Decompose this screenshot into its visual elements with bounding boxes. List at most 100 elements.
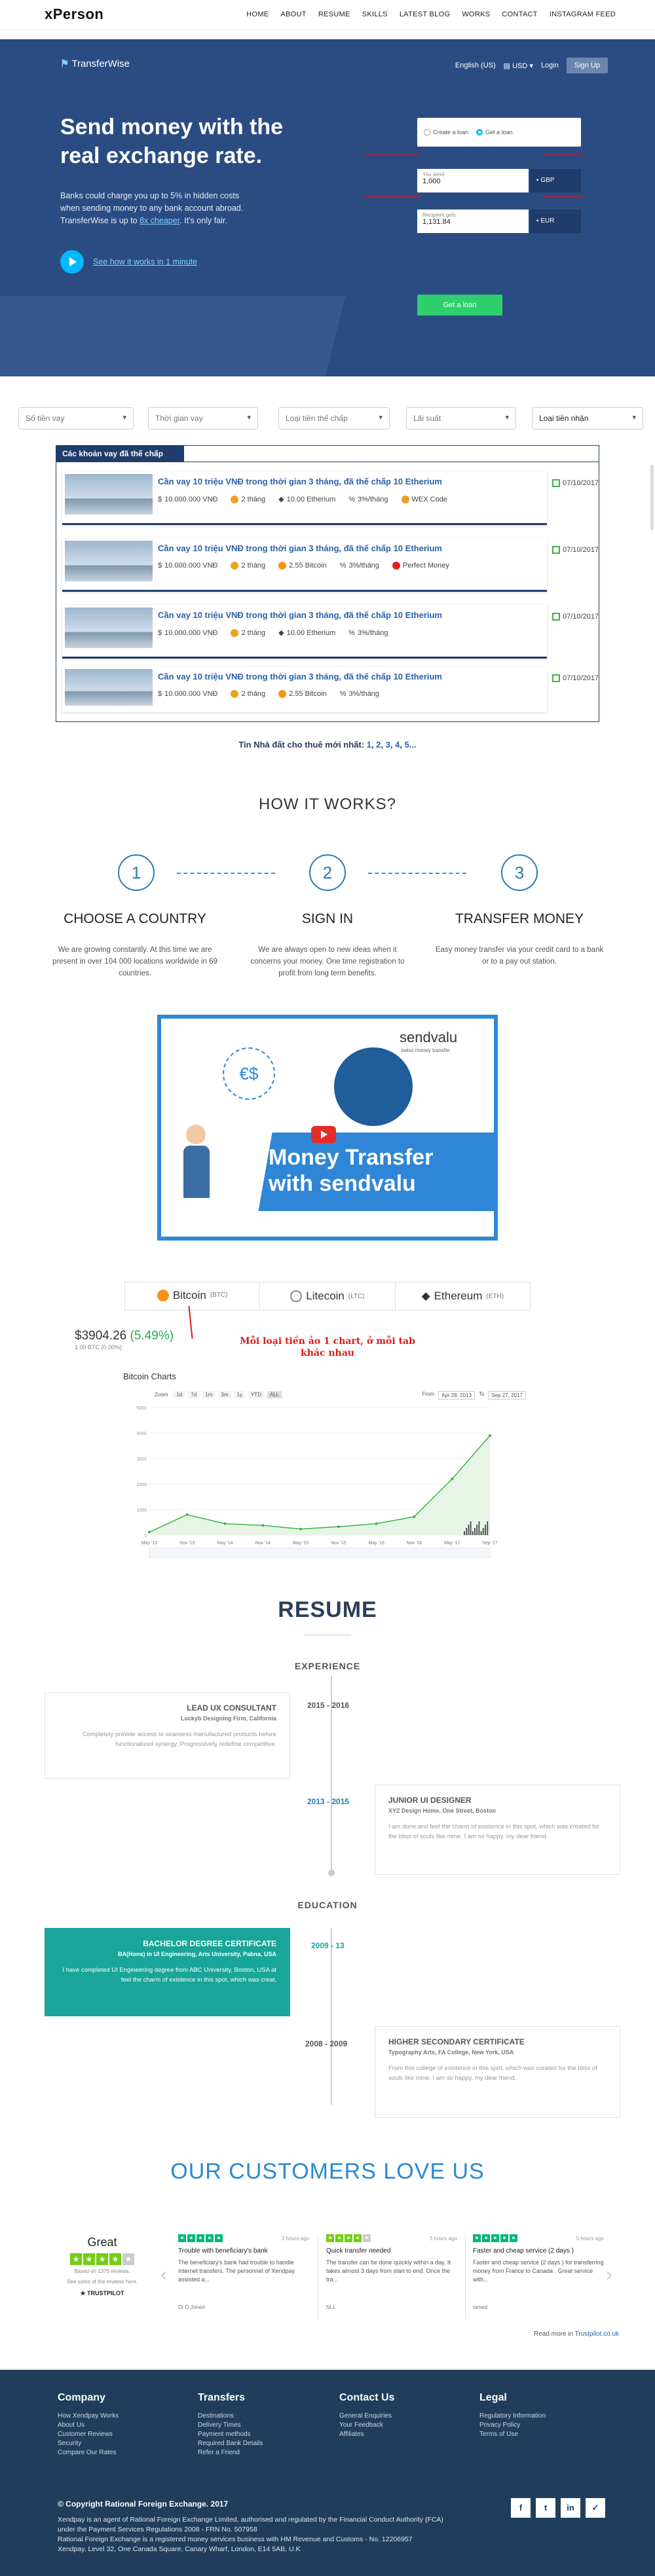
footer-link[interactable]: Payment methods: [198, 2431, 251, 2438]
loan-title[interactable]: Cần vay 10 triệu VNĐ trong thời gian 3 t…: [158, 543, 442, 553]
twitter-icon[interactable]: t: [536, 2498, 555, 2518]
review-card[interactable]: ★ ★ ★ ★ ★ 3 hours ago Trouble with beneficiar…: [178, 2234, 309, 2310]
star-icon: ★: [83, 2253, 95, 2265]
footer-link[interactable]: Your Feedback: [339, 2422, 383, 2429]
loan-title[interactable]: Cần vay 10 triệu VNĐ trong thời gian 3 t…: [158, 477, 442, 486]
menu-item-about[interactable]: ABOUT: [280, 10, 307, 18]
bitcoin-icon: [278, 562, 287, 570]
footer-link[interactable]: Refer a Friend: [198, 2449, 240, 2456]
facebook-icon[interactable]: f: [511, 2498, 531, 2518]
cheaper-link[interactable]: 8x cheaper: [140, 216, 180, 225]
footer-link[interactable]: How Xendpay Works: [58, 2412, 119, 2420]
page-scrollbar[interactable]: [650, 465, 654, 530]
zoom-ytd[interactable]: YTD: [248, 1391, 264, 1398]
to-date-input[interactable]: Sep 27, 2017: [488, 1391, 526, 1400]
how-it-works-video-link[interactable]: See how it works in 1 minute: [93, 257, 198, 266]
footer-link[interactable]: Required Bank Details: [198, 2440, 263, 2447]
review-card[interactable]: ★ ★ ★ ★ ★ 5 hours ago Faster and cheap servic…: [473, 2234, 604, 2310]
zoom-3m[interactable]: 3m: [218, 1391, 231, 1398]
footer-link[interactable]: Regulatory Information: [479, 2412, 546, 2420]
trustpilot-icon[interactable]: ✓: [586, 2498, 605, 2518]
page-link-4[interactable]: 4: [395, 740, 400, 750]
play-video-button[interactable]: [60, 250, 84, 274]
footer-link[interactable]: Compare Our Rates: [58, 2449, 117, 2456]
receive-currency-select[interactable]: ▪ EUR: [530, 209, 581, 233]
zoom-1y[interactable]: 1y: [234, 1391, 245, 1398]
footer-link[interactable]: General Enquiries: [339, 2412, 392, 2420]
zoom-all[interactable]: ALL: [267, 1391, 282, 1398]
currency-selector[interactable]: ▤ USD ▾: [503, 62, 533, 70]
language-selector[interactable]: English (US): [455, 62, 496, 69]
carousel-next-icon[interactable]: ›: [606, 2264, 612, 2285]
menu-item-skills[interactable]: SKILLS: [362, 10, 388, 18]
page-link-2[interactable]: 2: [376, 740, 381, 750]
get-loan-button[interactable]: Get a loan: [417, 295, 502, 316]
youtube-logo[interactable]: YouTube: [458, 1223, 482, 1229]
site-logo[interactable]: xPerson: [45, 6, 104, 22]
loan-date: 07/10/2017: [552, 613, 599, 621]
promo-video[interactable]: €$ sendvalu swiss money transfer Money T…: [157, 1015, 498, 1241]
zoom-1m[interactable]: 1m: [202, 1391, 215, 1398]
data-point: [261, 1524, 265, 1527]
menu-item-home[interactable]: HOME: [246, 10, 269, 18]
tab-ethereum[interactable]: ◆ Ethereum (ETH): [421, 1290, 504, 1302]
filter-loan-term[interactable]: Thời gian vay: [148, 407, 258, 429]
volume-bar: [474, 1528, 476, 1535]
calendar-icon: [552, 479, 560, 487]
menu-item-works[interactable]: WORKS: [462, 10, 491, 18]
data-point: [299, 1527, 303, 1531]
footer-link[interactable]: Destinations: [198, 2412, 234, 2420]
linkedin-icon[interactable]: in: [561, 2498, 580, 2518]
signup-button[interactable]: Sign Up: [566, 58, 608, 73]
footer-link[interactable]: About Us: [58, 2422, 85, 2429]
loan-title[interactable]: Cần vay 10 triệu VNĐ trong thời gian 3 t…: [158, 610, 442, 620]
loan-card[interactable]: Cần vay 10 triệu VNĐ trong thời gian 3 t…: [62, 538, 599, 592]
trustpilot-logo[interactable]: ★ TRUSTPILOT: [80, 2290, 124, 2296]
from-date-input[interactable]: Apr 28, 2013: [438, 1391, 475, 1400]
footer-link[interactable]: Affiliates: [339, 2431, 364, 2438]
menu-item-resume[interactable]: RESUME: [318, 10, 350, 18]
loan-card[interactable]: Cần vay 10 triệu VNĐ trong thời gian 3 t…: [62, 605, 599, 659]
volume-bar: [476, 1525, 478, 1535]
page-link-5[interactable]: 5...: [404, 740, 417, 750]
send-currency-select[interactable]: ▪ GBP: [530, 169, 581, 192]
tab-collateralized-loans[interactable]: Các khoản vay đã thế chấp: [56, 445, 184, 462]
send-amount-field[interactable]: You send 1,000: [417, 169, 529, 192]
zoom-7d[interactable]: 7d: [188, 1391, 200, 1398]
menu-item-contact[interactable]: CONTACT: [502, 10, 538, 18]
option-get-loan[interactable]: Get a loan: [476, 129, 513, 136]
receive-amount-field[interactable]: Recipient gets 1,131.84: [417, 209, 529, 233]
option-create-loan[interactable]: Create a loan: [424, 129, 468, 136]
review-card[interactable]: ★ ★ ★ ★ ★ 3 hours ago Quick transfer needed T…: [326, 2234, 457, 2310]
loan-title[interactable]: Cần vay 10 triệu VNĐ trong thời gian 3 t…: [158, 672, 442, 681]
rating-stars: ★ ★ ★ ★ ★: [70, 2253, 134, 2265]
footer-link[interactable]: Customer Reviews: [58, 2431, 113, 2438]
loan-card[interactable]: Cần vay 10 triệu VNĐ trong thời gian 3 t…: [62, 471, 599, 525]
footer-link[interactable]: Security: [58, 2440, 82, 2447]
zoom-1d[interactable]: 1d: [174, 1391, 185, 1398]
login-link[interactable]: Login: [540, 62, 559, 69]
tab-litecoin[interactable]: Litecoin (LTC): [260, 1282, 396, 1310]
filter-receive-currency[interactable]: Loại tiền nhận: [532, 407, 643, 429]
loan-card[interactable]: Cần vay 10 triệu VNĐ trong thời gian 3 t…: [62, 666, 599, 712]
trustpilot-link[interactable]: Trustpilot.co.uk: [574, 2331, 620, 2338]
menu-item-latest-blog[interactable]: LATEST BLOG: [399, 10, 451, 18]
star-icon: ★: [215, 2234, 223, 2242]
transferwise-logo[interactable]: ⚑ TransferWise: [60, 58, 130, 69]
us-flag-icon: ▤: [503, 62, 511, 70]
resume-card: HIGHER SECONDARY CERTIFICATE Typography …: [375, 2026, 620, 2118]
filter-collateral-type[interactable]: Loại tiền thế chấp: [278, 407, 390, 429]
page-link-3[interactable]: 3: [385, 740, 390, 750]
menu-item-instagram-feed[interactable]: INSTAGRAM FEED: [549, 10, 616, 18]
footer-link[interactable]: Terms of Use: [479, 2431, 518, 2438]
loan-thumbnail: [65, 669, 153, 706]
filter-loan-amount[interactable]: Số tiền vay: [18, 407, 134, 429]
x-tick-label: Sep '17: [482, 1541, 498, 1546]
page-link-1[interactable]: 1: [366, 740, 371, 750]
carousel-prev-icon[interactable]: ‹: [160, 2264, 167, 2285]
youtube-play-icon[interactable]: [311, 1126, 336, 1143]
footer-link[interactable]: Privacy Policy: [479, 2422, 521, 2429]
footer-link[interactable]: Delivery Times: [198, 2422, 241, 2429]
tab-bitcoin[interactable]: Bitcoin (BTC): [125, 1282, 261, 1310]
filter-interest-rate[interactable]: Lãi suất: [406, 407, 516, 429]
